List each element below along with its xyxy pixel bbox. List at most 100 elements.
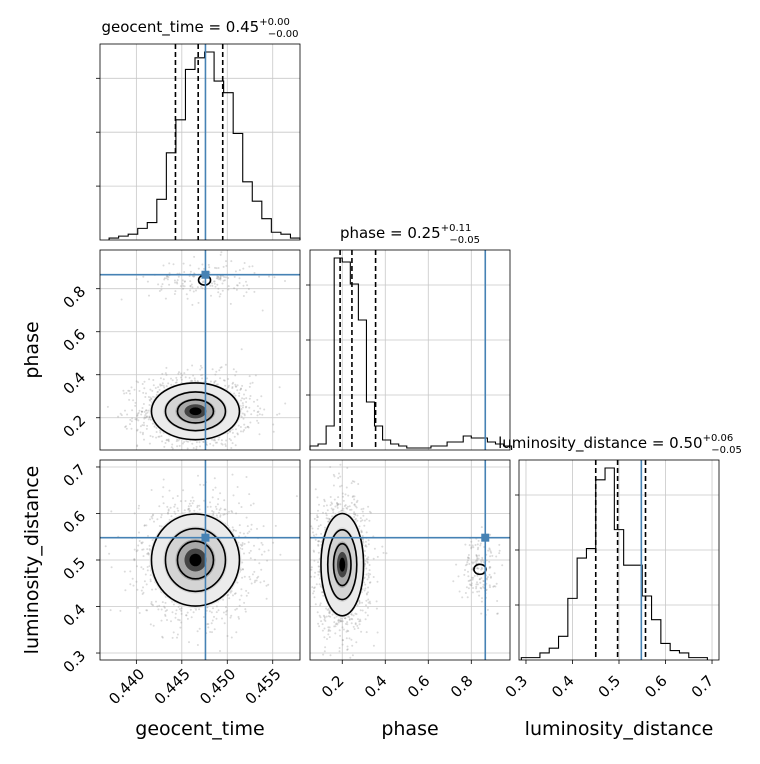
- sample-point-1-0: [144, 416, 147, 419]
- sample-point-2-1: [338, 472, 340, 475]
- sample-point-2-1: [313, 517, 316, 520]
- sample-point-1-0: [189, 280, 192, 283]
- sample-point-1-0: [140, 410, 143, 413]
- sample-point-2-1: [369, 573, 372, 576]
- sample-point-2-0: [218, 509, 221, 511]
- sample-point-2-1: [498, 549, 501, 552]
- sample-point-2-1: [489, 566, 492, 569]
- sample-point-2-1: [373, 547, 376, 550]
- sample-point-2-1: [367, 606, 369, 609]
- sample-point-2-0: [247, 541, 250, 544]
- sample-point-1-0: [166, 438, 169, 441]
- sample-point-2-1: [471, 561, 474, 564]
- sample-point-2-1: [346, 623, 349, 626]
- sample-point-2-0: [146, 569, 149, 572]
- sample-point-1-0: [192, 447, 195, 450]
- sample-point-2-1: [346, 505, 349, 508]
- sample-point-1-0: [191, 442, 194, 445]
- sample-point-2-1: [320, 540, 323, 543]
- sample-point-2-1: [464, 543, 467, 546]
- sample-point-1-0: [238, 277, 241, 280]
- sample-point-2-1: [350, 617, 353, 620]
- sample-point-2-1: [467, 556, 470, 559]
- sample-point-2-1: [323, 636, 326, 639]
- sample-point-1-0: [152, 379, 155, 381]
- sample-point-1-0: [227, 288, 230, 291]
- sample-point-1-0: [242, 267, 245, 270]
- sample-point-2-0: [142, 555, 145, 558]
- sample-point-2-0: [222, 513, 225, 516]
- xtick-label-luminosity_distance-2: 0.5: [595, 672, 625, 702]
- sample-point-1-0: [235, 385, 238, 388]
- sample-point-2-0: [257, 575, 260, 578]
- sample-point-2-0: [135, 580, 138, 583]
- sample-point-2-1: [492, 585, 495, 588]
- sample-point-2-1: [334, 625, 337, 628]
- panel-frame-0-0: [99, 43, 301, 241]
- density-core-2-0: [189, 553, 202, 567]
- sample-point-1-0: [190, 283, 193, 286]
- sample-point-2-0: [166, 619, 168, 621]
- sample-point-1-0: [234, 385, 237, 388]
- sample-point-1-0: [186, 447, 189, 450]
- sample-point-2-1: [468, 557, 471, 560]
- sample-point-2-1: [319, 602, 322, 605]
- sample-point-1-0: [221, 282, 224, 285]
- sample-point-1-0: [149, 388, 152, 391]
- sample-point-1-0: [139, 425, 142, 428]
- sample-point-1-0: [202, 440, 205, 443]
- sample-point-1-0: [175, 381, 178, 384]
- sample-point-2-0: [222, 598, 225, 601]
- sample-point-2-1: [346, 621, 349, 624]
- sample-point-2-1: [357, 483, 360, 485]
- sample-point-1-0: [244, 426, 247, 429]
- sample-point-1-0: [246, 284, 249, 287]
- sample-point-2-0: [147, 553, 150, 556]
- sample-point-2-1: [363, 589, 366, 592]
- sample-point-1-0: [214, 441, 217, 444]
- sample-point-2-0: [249, 578, 252, 581]
- sample-point-1-0: [191, 364, 194, 367]
- sample-point-2-1: [369, 581, 372, 584]
- xtick-label-phase-0: 0.2: [318, 672, 348, 702]
- sample-point-2-1: [341, 643, 344, 646]
- sample-point-2-1: [341, 626, 344, 629]
- sample-point-2-1: [475, 559, 478, 562]
- sample-point-1-0: [220, 442, 223, 445]
- sample-point-2-0: [149, 578, 152, 581]
- sample-point-2-0: [207, 626, 210, 629]
- sample-point-2-1: [365, 518, 368, 521]
- sample-point-2-1: [493, 572, 496, 575]
- sample-point-1-0: [230, 447, 233, 449]
- sample-point-2-1: [476, 581, 478, 584]
- sample-point-2-0: [174, 503, 177, 506]
- sample-point-1-0: [192, 374, 195, 377]
- sample-point-2-0: [149, 623, 152, 626]
- sample-point-2-1: [361, 519, 364, 522]
- sample-point-1-0: [242, 430, 245, 433]
- sample-point-1-0: [173, 279, 176, 282]
- sample-point-2-0: [248, 551, 251, 554]
- sample-point-2-1: [367, 556, 370, 559]
- sample-point-1-0: [145, 412, 148, 415]
- sample-point-1-0: [263, 408, 266, 411]
- sample-point-2-0: [149, 518, 151, 521]
- sample-point-1-0: [237, 424, 240, 427]
- sample-point-2-0: [110, 510, 113, 513]
- sample-point-2-1: [318, 625, 321, 628]
- sample-point-2-0: [189, 499, 192, 502]
- sample-point-2-0: [210, 611, 213, 614]
- sample-point-1-0: [149, 399, 152, 402]
- sample-point-2-1: [337, 496, 340, 499]
- sample-point-2-1: [496, 612, 499, 615]
- sample-point-1-0: [201, 281, 204, 284]
- sample-point-1-0: [182, 262, 185, 265]
- sample-point-2-1: [345, 630, 348, 633]
- sample-point-2-1: [368, 569, 371, 572]
- sample-point-2-0: [135, 550, 138, 553]
- sample-point-1-0: [165, 439, 168, 442]
- sample-point-1-0: [161, 440, 164, 443]
- sample-point-2-1: [315, 533, 318, 536]
- sample-point-2-1: [328, 609, 331, 612]
- sample-point-2-0: [253, 544, 255, 547]
